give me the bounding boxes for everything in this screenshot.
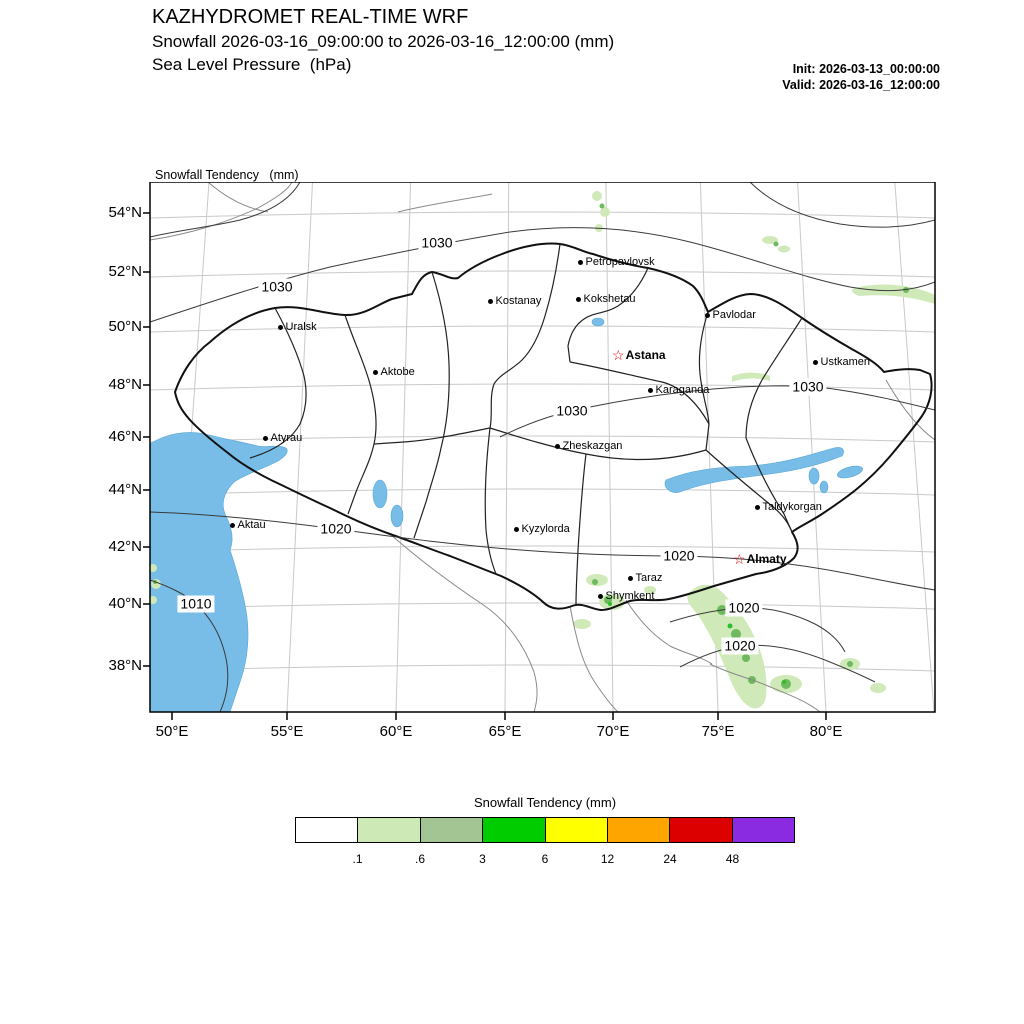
lon-tick-label: 65°E xyxy=(488,723,522,740)
colorbar-title: Snowfall Tendency (mm) xyxy=(473,795,617,810)
colorbar-cell-6 xyxy=(669,817,733,843)
subtitle-slp: Sea Level Pressure (hPa) xyxy=(152,55,352,74)
subtitle-snowfall: Snowfall 2026-03-16_09:00:00 to 2026-03-… xyxy=(152,32,615,51)
valid-time: Valid: 2026-03-16_12:00:00 xyxy=(782,77,940,92)
lat-tick-label: 50°N xyxy=(108,318,142,335)
lat-tick-label: 54°N xyxy=(108,204,142,221)
region-border-layer xyxy=(249,243,803,605)
colorbar-tick-label: .1 xyxy=(352,852,363,866)
axis-ticks xyxy=(143,212,827,720)
init-time: Init: 2026-03-13_00:00:00 xyxy=(792,62,940,76)
colorbar-tick-label: .6 xyxy=(414,852,426,866)
colorbar-block: Snowfall Tendency (mm) .1 .6 3 6 12 24 48 xyxy=(295,795,795,872)
lat-tick-label: 52°N xyxy=(108,263,142,280)
colorbar-tick-label: 12 xyxy=(600,852,615,866)
lat-tick-label: 38°N xyxy=(108,657,142,674)
colorbar-tick-label: 3 xyxy=(479,852,486,866)
map-key-snowfall: Snowfall Tendency (mm) xyxy=(155,167,299,182)
colorbar-cell-4 xyxy=(544,817,608,843)
lat-tick-label: 44°N xyxy=(108,481,142,498)
lon-axis: 50°E 55°E 60°E 65°E 70°E 75°E 80°E xyxy=(150,723,935,745)
map-plot-area xyxy=(140,181,945,730)
colorbar-cell-0 xyxy=(295,817,359,843)
country-border-layer xyxy=(174,242,933,611)
colorbar-cell-7 xyxy=(731,817,795,843)
header-titles: KAZHYDROMET REAL-TIME WRF Snowfall 2026-… xyxy=(152,5,614,76)
lat-axis: 54°N 52°N 50°N 48°N 46°N 44°N 42°N 40°N 38°N xyxy=(58,182,142,712)
caspian-sea xyxy=(150,432,288,712)
lon-tick-label: 80°E xyxy=(809,723,843,740)
lon-tick-label: 50°E xyxy=(155,723,189,740)
lon-tick-label: 55°E xyxy=(270,723,304,740)
lat-tick-label: 48°N xyxy=(108,376,142,393)
map-frame xyxy=(149,181,936,713)
colorbar-cell-3 xyxy=(482,817,546,843)
lat-tick-label: 46°N xyxy=(108,428,142,445)
foreign-admin-layer xyxy=(150,182,935,712)
lat-tick-label: 42°N xyxy=(108,538,142,555)
lon-tick-label: 60°E xyxy=(379,723,413,740)
colorbar-tick-label: 6 xyxy=(541,852,549,866)
colorbar-ticks: .1 .6 3 6 12 24 48 xyxy=(295,852,795,872)
lon-tick-label: 70°E xyxy=(596,723,630,740)
lon-tick-label: 75°E xyxy=(701,723,735,740)
colorbar xyxy=(295,817,795,843)
aral-sea-east xyxy=(390,504,404,528)
lake-balkhash xyxy=(664,447,844,493)
lat-tick-label: 40°N xyxy=(108,595,142,612)
colorbar-tick-label: 24 xyxy=(663,852,677,866)
page-title: KAZHYDROMET REAL-TIME WRF xyxy=(152,6,469,28)
colorbar-tick-label: 48 xyxy=(725,852,740,866)
map-canvas xyxy=(143,181,936,720)
colorbar-cell-1 xyxy=(357,817,421,843)
colorbar-cell-5 xyxy=(606,817,671,843)
init-valid-block: Init: 2026-03-13_00:00:00 Valid: 2026-03… xyxy=(782,62,940,93)
lake-alakol xyxy=(808,467,820,485)
lake-zaysan xyxy=(837,465,863,479)
colorbar-cell-2 xyxy=(419,817,484,843)
lake-tengiz xyxy=(591,317,605,327)
water-layer xyxy=(150,317,863,712)
lake-sasykkol xyxy=(819,480,829,494)
aral-sea-north xyxy=(372,479,388,509)
